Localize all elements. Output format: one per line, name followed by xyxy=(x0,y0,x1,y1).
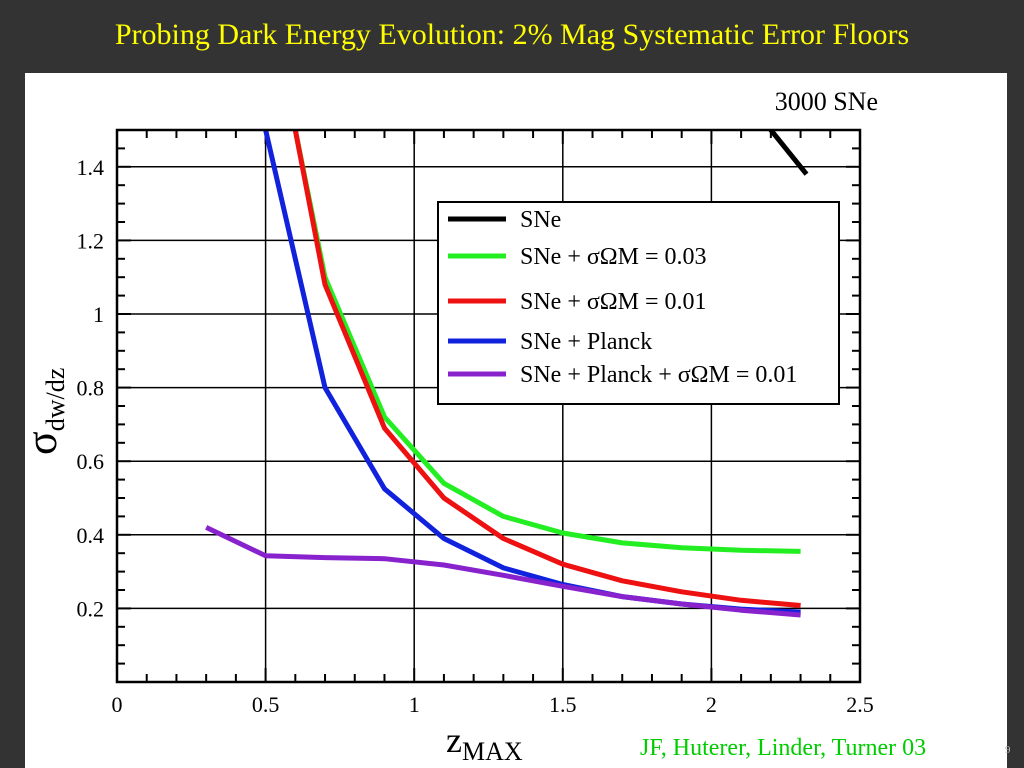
y-axis-label: σdw/dz xyxy=(17,368,70,455)
x-tick-label: 1.5 xyxy=(549,692,577,717)
annotation-3000-sne: 3000 SNe xyxy=(775,87,878,116)
chart-panel xyxy=(25,73,1007,768)
x-axis-label-subscript: MAX xyxy=(462,737,523,766)
y-tick-label: 0.8 xyxy=(77,376,105,401)
slide-title: Probing Dark Energy Evolution: 2% Mag Sy… xyxy=(114,18,910,51)
x-tick-label: 0 xyxy=(112,692,123,717)
x-tick-label: 1 xyxy=(409,692,420,717)
page-number: 9 xyxy=(1005,744,1011,756)
legend-label-1: SNe + σΩM = 0.03 xyxy=(520,244,707,270)
legend: SNe SNe + σΩM = 0.03 SNe + σΩM = 0.01 SNe +… xyxy=(437,201,840,405)
x-axis-label-main: z xyxy=(446,720,462,760)
legend-label-0: SNe xyxy=(520,207,561,233)
legend-label-2: SNe + σΩM = 0.01 xyxy=(520,289,707,315)
svg-text:σdw/dz: σdw/dz xyxy=(17,368,70,455)
plot-frame xyxy=(115,128,862,684)
legend-label-4: SNe + Planck + σΩM = 0.01 xyxy=(520,362,797,388)
series-line-1 xyxy=(292,130,801,554)
y-tick-label: 0.6 xyxy=(77,449,105,474)
y-axis-label-main: σ xyxy=(17,431,66,455)
series-line-2 xyxy=(292,130,801,608)
y-tick-label: 0.4 xyxy=(77,523,105,548)
y-tick-label: 1 xyxy=(93,302,104,327)
tick-labels: 0 0.5 1 1.5 2 2.5 0.2 0.4 0.6 0.8 1 1.2 1.4 xyxy=(77,155,874,717)
series-line-4 xyxy=(205,525,801,618)
series-lines xyxy=(205,130,809,618)
y-axis-label-subscript: dw/dz xyxy=(41,368,70,432)
x-axis-label: zMAX xyxy=(446,720,523,766)
x-tick-label: 2 xyxy=(706,692,717,717)
x-tick-label: 0.5 xyxy=(252,692,280,717)
y-tick-label: 1.4 xyxy=(77,155,105,180)
x-tick-label: 2.5 xyxy=(846,692,874,717)
axis-ticks xyxy=(116,129,861,683)
y-tick-label: 0.2 xyxy=(77,596,105,621)
credit-text: JF, Huterer, Linder, Turner 03 xyxy=(640,735,927,761)
legend-label-3: SNe + Planck xyxy=(520,329,652,355)
y-tick-label: 1.2 xyxy=(77,228,105,253)
